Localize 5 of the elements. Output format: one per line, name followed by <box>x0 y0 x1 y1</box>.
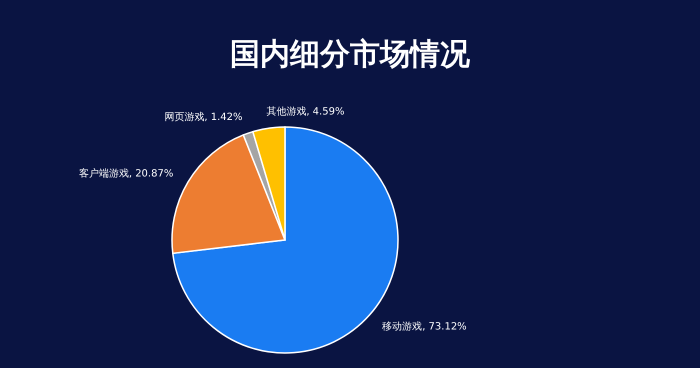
slice-label: 客户端游戏, 20.87% <box>78 167 174 180</box>
chart-title: 国内细分市场情况 <box>230 37 471 72</box>
slice-label: 其他游戏, 4.59% <box>266 105 344 118</box>
slice-label: 网页游戏, 1.42% <box>164 111 243 124</box>
slice-label: 移动游戏, 73.12% <box>382 320 467 332</box>
